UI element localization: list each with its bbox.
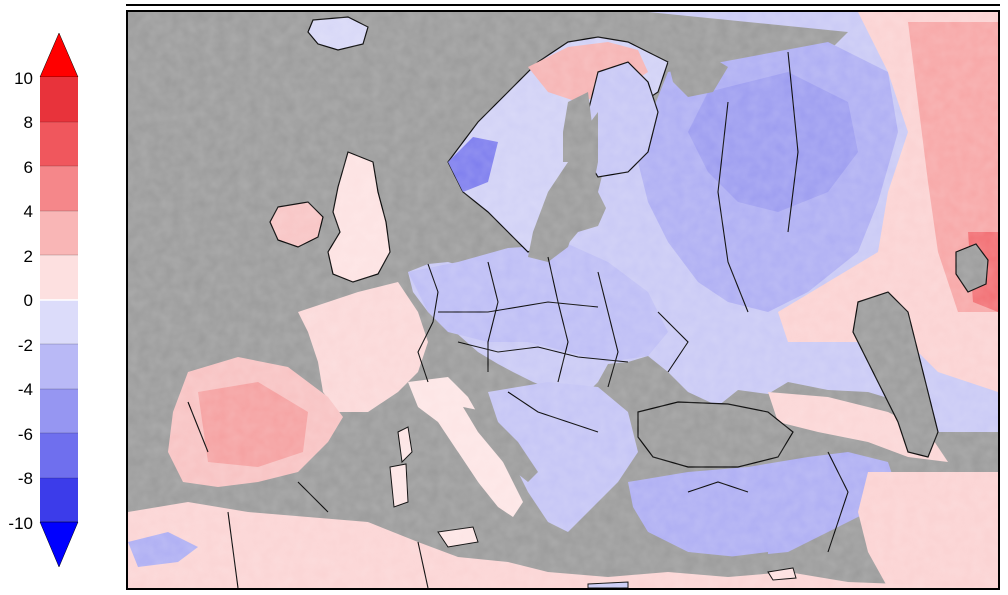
colorbar-tick-label: -6 bbox=[18, 425, 33, 444]
colorbar-bin-neg0-2 bbox=[40, 300, 78, 344]
colorbar-bin-neg2-4 bbox=[40, 344, 78, 389]
colorbar-tick-label: -4 bbox=[18, 380, 33, 399]
colorbar-over-arrow bbox=[39, 32, 79, 78]
colorbar-bin-0-2 bbox=[40, 255, 78, 300]
colorbar-bin-6-8 bbox=[40, 122, 78, 166]
colorbar-tick-label: 10 bbox=[14, 69, 33, 88]
top-frame-edge bbox=[126, 0, 1000, 6]
colorbar-tick-label: -2 bbox=[18, 336, 33, 355]
colorbar-bin-neg6-8 bbox=[40, 433, 78, 478]
anomaly-map-panel bbox=[126, 10, 1000, 590]
colorbar-tick-label: -8 bbox=[18, 469, 33, 488]
colorbar-tick-label: 8 bbox=[24, 113, 33, 132]
colorbar-bin-8-10 bbox=[40, 77, 78, 122]
colorbar-tick-label: 2 bbox=[24, 247, 33, 266]
colorbar-bin-neg8-10 bbox=[40, 478, 78, 522]
colorbar-bin-4-6 bbox=[40, 166, 78, 211]
colorbar-bin-neg4-6 bbox=[40, 389, 78, 433]
map-texture bbox=[128, 12, 998, 588]
europe-anomaly-map bbox=[128, 12, 998, 588]
colorbar-tick-label: -10 bbox=[8, 514, 33, 533]
colorbar-bin-2-4 bbox=[40, 211, 78, 255]
colorbar-tick-label: 6 bbox=[24, 158, 33, 177]
color-scale-legend: 10 8 6 4 2 0 -2 -4 -6 -8 -10 bbox=[8, 32, 79, 568]
colorbar-under-arrow bbox=[39, 521, 79, 568]
colorbar-tick-label: 0 bbox=[24, 291, 33, 310]
colorbar-tick-label: 4 bbox=[24, 202, 33, 221]
